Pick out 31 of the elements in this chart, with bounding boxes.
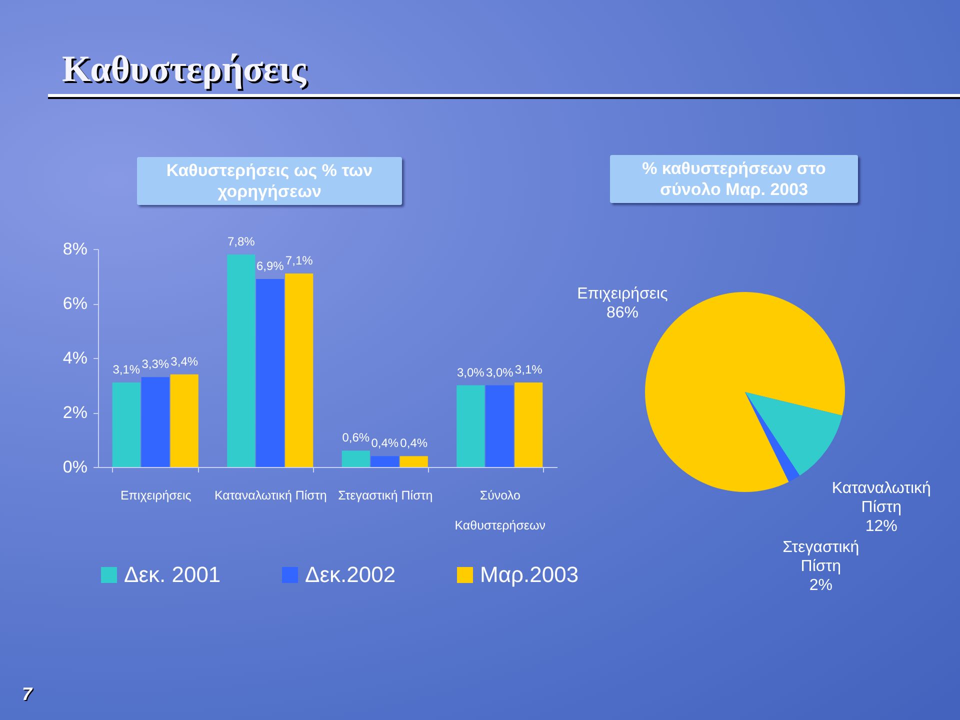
y-tick-label: 2% — [62, 403, 88, 422]
data-label: 7,8% — [227, 234, 256, 248]
y-tick-label: 4% — [62, 348, 88, 368]
data-label: 7,1% — [285, 254, 314, 268]
data-label: 3,1% — [112, 362, 140, 377]
data-label: 6,9% — [256, 258, 284, 273]
data-label: 3,3% — [142, 357, 170, 372]
data-label: 0,4% — [371, 436, 399, 450]
y-tick-label: 0% — [62, 458, 88, 476]
data-label: 0,4% — [400, 436, 428, 450]
legend-label: Μαρ.2003 — [480, 562, 579, 587]
text: 7 — [22, 684, 32, 705]
category-label: Σύνολο Καθυστερήσεων — [454, 488, 546, 532]
legend-label: Δεκ.2002 — [305, 562, 396, 587]
data-label: 3,1% — [514, 362, 543, 377]
data-label: 12% — [865, 518, 898, 536]
y-tick-label: 6% — [62, 294, 88, 313]
text: Καθυστερήσεις — [62, 48, 306, 91]
x-tick-label: Επιχειρήσεις — [120, 488, 192, 502]
y-tick-label: 8% — [62, 240, 88, 258]
slice-label: Στεγαστική Πίστη — [782, 539, 860, 576]
x-tick-label: Στεγαστική Πίστη — [338, 488, 433, 502]
data-label: 86% — [606, 304, 638, 322]
data-label: 2% — [809, 577, 832, 594]
data-label: 0,6% — [342, 430, 370, 445]
data-label: 3,0% — [486, 365, 514, 380]
x-tick-label: Καταναλωτική Πίστη — [214, 488, 327, 502]
data-label: 3,0% — [456, 365, 485, 380]
slice-label: Επιχειρήσεις — [577, 285, 668, 302]
legend-label: Δεκ. 2001 — [124, 562, 221, 587]
data-label: 3,4% — [170, 354, 198, 368]
